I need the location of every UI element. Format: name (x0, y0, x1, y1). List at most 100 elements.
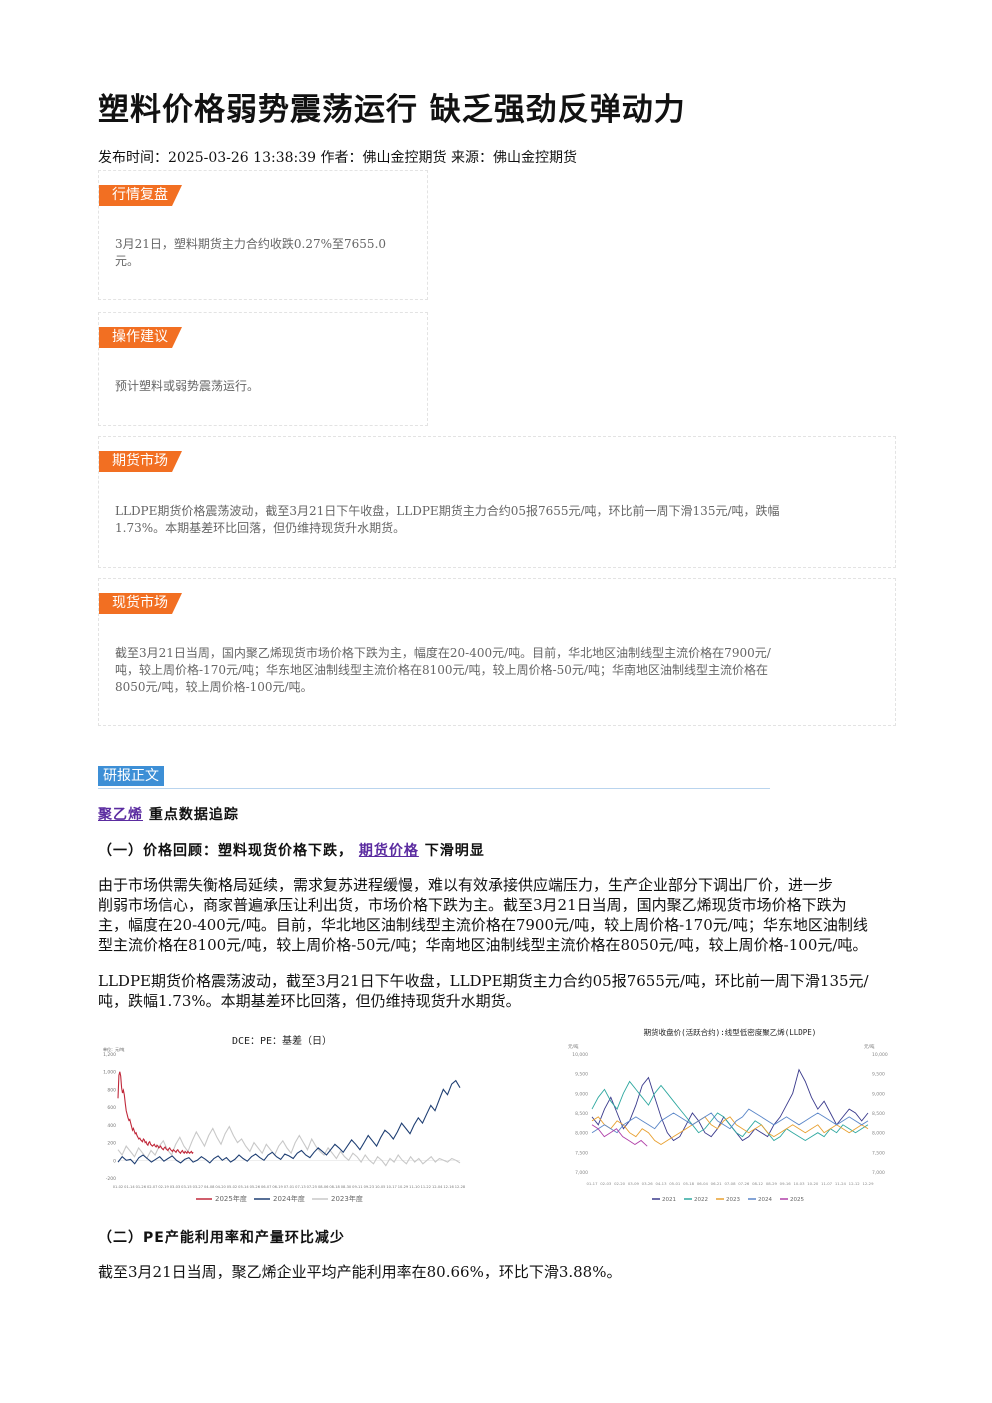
lldpe-futures-chart: 期货收盘价(活跃合约):线型低密度聚乙烯(LLDPE) 元/吨 元/吨 10,000 9… (568, 1027, 888, 1203)
polyethylene-link[interactable]: 聚乙烯 (98, 807, 143, 823)
x-tick-label: 05-01 (669, 1181, 681, 1186)
x-tick-label: 07-25 (307, 1185, 317, 1189)
y-tick-label: -200 (106, 1176, 116, 1182)
spot-tag: 现货市场 (99, 593, 182, 614)
x-tick-label: 03-09 (628, 1181, 640, 1186)
x-tick-label: 09-11 (352, 1185, 362, 1189)
x-tick-label: 09-16 (780, 1181, 792, 1186)
y-tick-label-left: 8,000 (575, 1131, 588, 1137)
x-tick-label: 12-16 (443, 1185, 454, 1189)
legend-label: 2022 (694, 1197, 708, 1203)
x-tick-label: 06-07 (261, 1185, 271, 1189)
y-tick-label-right: 8,000 (872, 1131, 885, 1137)
series-line-2024年度 (117, 1079, 461, 1165)
spot-line: 吨，较上周价格-170元/吨；华东地区油制线型主流价格在8100元/吨，较上周价… (115, 663, 768, 677)
x-tick-label: 08-30 (341, 1185, 352, 1189)
y-tick-label-right: 8,500 (872, 1111, 885, 1117)
paragraph-futures: LLDPE期货价格震荡波动，截至3月21日下午收盘，LLDPE期货主力合约05报… (98, 971, 894, 1011)
para-line: 由于市场供需失衡格局延续，需求复苏进程缓慢，难以有效承接供应端压力，生产企业部分… (98, 876, 834, 894)
basis-chart: DCE：PE：基差（日） 单位：元/吨1,200 1,000 800 600 400 200… (103, 1034, 466, 1203)
x-tick-label: 03-26 (642, 1181, 654, 1186)
y-tick-label-right: 7,000 (872, 1170, 885, 1176)
x-tick-label: 09-23 (364, 1185, 374, 1189)
x-tick-label: 06-21 (711, 1181, 723, 1186)
y-tick-label-left: 9,000 (575, 1091, 588, 1097)
spot-text: 截至3月21日当周，国内聚乙烯现货市场价格下跌为主，幅度在20-400元/吨。目… (115, 645, 771, 696)
x-tick-label: 11-07 (821, 1181, 833, 1186)
x-tick-label: 04-20 (215, 1185, 226, 1189)
y-tick-label-left: 9,500 (575, 1072, 588, 1078)
page-title: 塑料价格弱势震荡运行 缺乏强劲反弹动力 (98, 92, 686, 128)
y-tick-label-left: 8,500 (575, 1111, 588, 1117)
x-tick-label: 12-28 (455, 1185, 466, 1189)
x-tick-label: 07-13 (295, 1185, 305, 1189)
y-tick-label-left: 7,500 (575, 1150, 588, 1156)
y-tick-label: 1,000 (103, 1070, 116, 1076)
x-tick-label: 03-27 (193, 1185, 203, 1189)
x-tick-label: 12-04 (432, 1185, 443, 1189)
para-line: 削弱市场信心，商家普遍承压让利出货，市场价格下跌为主。截至3月21日当周，国内聚… (98, 896, 847, 914)
section-2-heading: （二）PE产能利用率和产量环比减少 (98, 1230, 345, 1246)
section-1-heading: （一）价格回顾：塑料现货价格下跌， 期货价格 下滑明显 (98, 840, 485, 860)
publish-meta: 发布时间：2025-03-26 13:38:39 作者：佛山金控期货 来源：佛山… (98, 150, 577, 166)
x-tick-label: 12-12 (849, 1181, 861, 1186)
series-line-2023 (591, 1116, 869, 1146)
x-tick-label: 02-20 (614, 1181, 626, 1186)
y-tick-label: 600 (107, 1105, 116, 1111)
x-tick-label: 11-10 (409, 1185, 420, 1189)
y-tick-label: 400 (107, 1123, 116, 1129)
para-line: 吨，跌幅1.73%。本期基差环比回落，但仍维持现货升水期货。 (98, 992, 521, 1010)
y-tick-label: 1,200 (103, 1052, 116, 1058)
x-tick-label: 11-22 (421, 1185, 431, 1189)
series-line-2023年度 (117, 1125, 461, 1167)
paragraph-capacity: 截至3月21日当周，聚乙烯企业平均产能利用率在80.66%，环比下滑3.88%。 (98, 1262, 894, 1282)
y-axis-unit: 单位：元/吨 (103, 1046, 124, 1052)
legend-label: 2025年度 (215, 1194, 247, 1203)
x-tick-label: 10-17 (386, 1185, 396, 1189)
review-line: 3月21日，塑料期货主力合约收跌0.27%至7655.0 (115, 237, 387, 251)
legend-label: 2025 (790, 1197, 804, 1203)
y-tick-label: 200 (107, 1141, 116, 1147)
para-line: 截至3月21日当周，聚乙烯企业平均产能利用率在80.66%，环比下滑3.88%。 (98, 1263, 622, 1281)
x-tick-label: 05-26 (250, 1185, 261, 1189)
y-axis-unit-right: 元/吨 (864, 1043, 875, 1050)
y-axis-unit-left: 元/吨 (568, 1043, 579, 1050)
x-tick-label: 02-07 (147, 1185, 157, 1189)
y-tick-label-left: 10,000 (572, 1052, 588, 1058)
x-tick-label: 08-18 (329, 1185, 340, 1189)
legend-label: 2024年度 (273, 1194, 305, 1203)
futures-line: LLDPE期货价格震荡波动，截至3月21日下午收盘，LLDPE期货主力合约05报… (115, 504, 780, 518)
report-tag: 研报正文 (98, 766, 164, 786)
y-tick-label-right: 10,000 (872, 1052, 888, 1058)
y-tick-label: 0 (113, 1158, 116, 1164)
x-tick-label: 10-29 (398, 1185, 409, 1189)
para-line: LLDPE期货价格震荡波动，截至3月21日下午收盘，LLDPE期货主力合约05报… (98, 972, 869, 990)
y-tick-label-right: 9,000 (872, 1091, 885, 1097)
spot-line: 截至3月21日当周，国内聚乙烯现货市场价格下跌为主，幅度在20-400元/吨。目… (115, 646, 771, 660)
x-tick-label: 04-13 (655, 1181, 667, 1186)
x-tick-label: 05-18 (683, 1181, 695, 1186)
y-tick-label-left: 7,000 (575, 1170, 588, 1176)
review-tag: 行情复盘 (99, 185, 182, 206)
x-tick-label: 06-19 (272, 1185, 283, 1189)
x-tick-label: 11-24 (835, 1181, 847, 1186)
x-tick-label: 10-03 (793, 1181, 805, 1186)
legend-label: 2024 (758, 1197, 772, 1203)
x-tick-label: 10-05 (375, 1185, 385, 1189)
review-line: 元。 (115, 254, 140, 268)
section-1-suffix: 下滑明显 (424, 843, 485, 859)
report-heading: 聚乙烯 重点数据追踪 (98, 804, 239, 824)
x-tick-label: 08-12 (752, 1181, 764, 1186)
futures-price-link[interactable]: 期货价格 (358, 843, 419, 859)
futures-text: LLDPE期货价格震荡波动，截至3月21日下午收盘，LLDPE期货主力合约05报… (115, 503, 780, 537)
x-tick-label: 04-08 (204, 1185, 215, 1189)
x-tick-label: 08-06 (318, 1185, 329, 1189)
series-line-2025 (591, 1124, 648, 1147)
x-tick-label: 01-14 (124, 1185, 135, 1189)
y-tick-label-right: 9,500 (872, 1072, 885, 1078)
futures-line: 1.73%。本期基差环比回落，但仍维持现货升水期货。 (115, 521, 406, 535)
spot-box: 现货市场 截至3月21日当周，国内聚乙烯现货市场价格下跌为主，幅度在20-400… (98, 578, 896, 726)
series-line-2025年度 (117, 1071, 194, 1155)
futures-box: 期货市场 LLDPE期货价格震荡波动，截至3月21日下午收盘，LLDPE期货主力… (98, 436, 896, 568)
spot-line: 8050元/吨，较上周价格-100元/吨。 (115, 680, 313, 694)
